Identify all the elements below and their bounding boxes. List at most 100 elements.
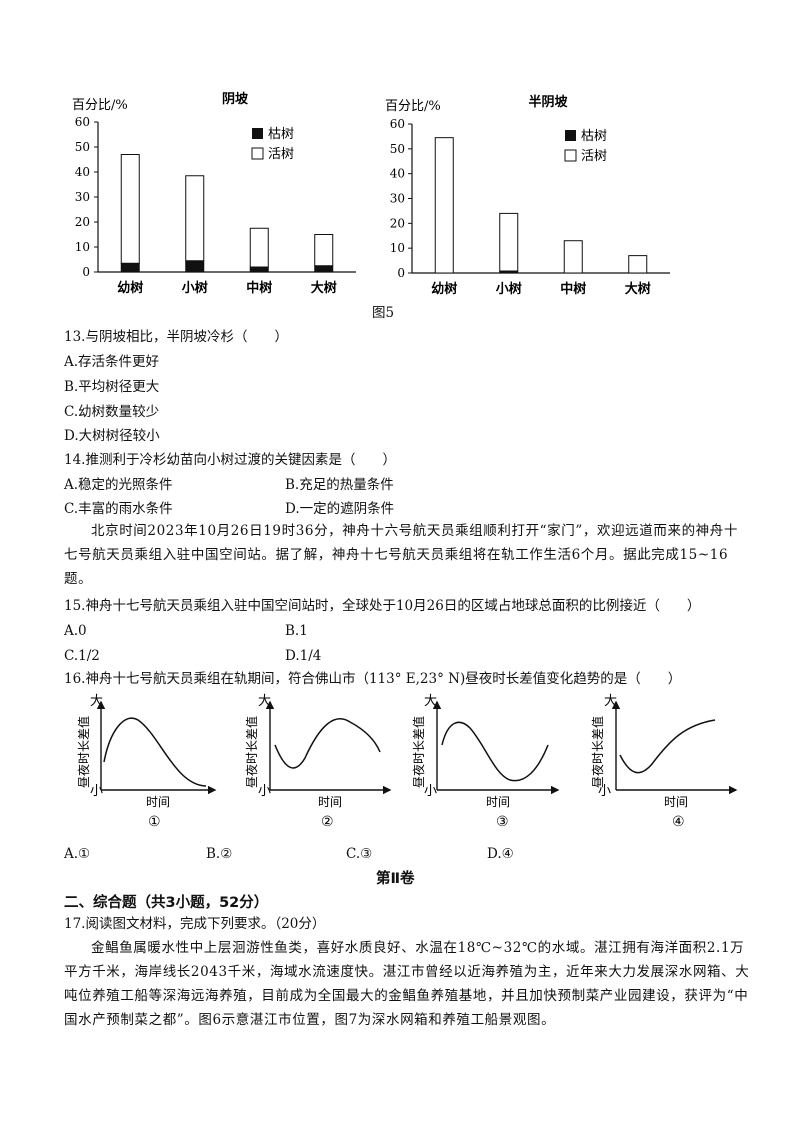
y-axis-label: 昼夜时长差值 (590, 716, 605, 788)
legend-swatch-dead (565, 130, 576, 141)
figure5-caption: 图5 (372, 305, 395, 321)
bar-live-trees (563, 240, 583, 274)
q13-option-d: D.大树树径较小 (64, 428, 160, 444)
y-max-label: 大 (604, 694, 617, 709)
y-tick-label: 0 (82, 265, 90, 279)
q13-option-c: C.幼树数量较少 (64, 404, 160, 420)
y-tick-label: 40 (75, 165, 90, 179)
bar-dead-trees (249, 266, 269, 273)
y-tick-label: 60 (75, 115, 90, 129)
y-max-label: 大 (424, 694, 437, 709)
y-tick-label: 20 (75, 215, 90, 229)
q14-option-b: B.充足的热量条件 (285, 477, 394, 493)
q16-graph-3: 大 小 昼夜时长差值 时间 ③ (411, 694, 560, 830)
y-tick-label: 10 (390, 241, 405, 255)
q16-option-a: A.① (64, 846, 91, 862)
q13-stem: 13.与阴坡相比，半阴坡冷杉（ ） (64, 329, 288, 345)
graph-label: ② (321, 814, 334, 830)
bar-live-trees (120, 154, 140, 264)
q16-graph-1: 大 小 昼夜时长差值 时间 ① (76, 694, 217, 830)
bar-dead-trees (120, 262, 140, 273)
y-min-label: 小 (258, 784, 271, 799)
graph-label: ① (148, 814, 161, 830)
y-tick-label: 10 (75, 240, 90, 254)
bar-live-trees (434, 137, 454, 274)
y-axis-label: 百分比/% (385, 99, 441, 114)
x-tick-label: 小树 (182, 280, 208, 296)
q15-option-b: B.1 (285, 623, 308, 639)
curve (274, 717, 381, 769)
q13-option-b: B.平均树径更大 (64, 379, 160, 395)
y-tick-label: 30 (75, 190, 90, 204)
bars (120, 154, 334, 273)
legend-swatch-alive (564, 149, 577, 162)
q14-option-a: A.稳定的光照条件 (64, 477, 173, 493)
legend-label-dead: 枯树 (581, 129, 607, 144)
x-tick-label: 中树 (560, 281, 586, 297)
chart-title: 阴坡 (222, 91, 249, 107)
y-min-label: 小 (90, 784, 103, 799)
x-tick-label: 中树 (246, 280, 272, 296)
q14-option-d: D.一定的遮阴条件 (285, 501, 395, 517)
y-tick-label: 0 (397, 266, 405, 280)
q16-option-d: D.④ (487, 846, 514, 862)
q13-option-a: A.存活条件更好 (64, 354, 160, 370)
bar-live-trees (499, 212, 519, 272)
legend-swatch-dead (252, 128, 263, 139)
curve (619, 719, 716, 774)
y-axis-label: 昼夜时长差值 (244, 716, 259, 788)
x-axis-label: 时间 (318, 795, 342, 809)
q17-stem: 17.阅读图文材料，完成下列要求。（20分） (64, 916, 326, 932)
y-tick-label: 50 (390, 142, 405, 156)
q17-paragraph: 金鲳鱼属暖水性中上层洄游性鱼类，喜好水质良好、水温在18℃~32℃的水域。湛江拥… (64, 940, 750, 1028)
bars (434, 137, 648, 274)
y-tick-label: 50 (75, 140, 90, 154)
q15-option-c: C.1/2 (64, 648, 100, 664)
bar-dead-trees (314, 265, 334, 273)
y-tick-label: 30 (390, 192, 405, 206)
q14-option-c: C.丰富的雨水条件 (64, 501, 173, 517)
bar-live-trees (185, 175, 205, 262)
q14-stem: 14.推测利于冷杉幼苗向小树过渡的关键因素是（ ） (64, 452, 396, 468)
y-min-label: 小 (598, 784, 611, 799)
x-tick-label: 幼树 (431, 281, 457, 297)
bar-dead-trees (185, 260, 205, 273)
y-axis-label: 昼夜时长差值 (76, 716, 91, 788)
q15-stem: 15.神舟十七号航天员乘组入驻中国空间站时，全球处于10月26日的区域占地球总面… (64, 598, 701, 614)
graph-label: ④ (672, 814, 685, 830)
y-max-label: 大 (258, 694, 271, 709)
x-tick-label: 小树 (496, 281, 522, 297)
y-axis-label: 昼夜时长差值 (411, 716, 426, 788)
q16-graph-4: 大 小 昼夜时长差值 时间 ④ (590, 694, 738, 830)
q16-option-c: C.③ (346, 846, 373, 862)
q16-graph-2: 大 小 昼夜时长差值 时间 ② (244, 694, 392, 830)
q16-graphs: 大 小 昼夜时长差值 时间 ① 大 小 昼夜时长差值 时间 ② 大 小 昼夜时长… (76, 694, 738, 830)
q15-option-a: A.0 (64, 623, 87, 639)
legend-label-alive: 活树 (268, 147, 294, 162)
legend-label-dead: 枯树 (268, 127, 294, 142)
q16-option-b: B.② (206, 846, 233, 862)
part2-title: 二、综合题（共3小题，52分） (64, 895, 269, 911)
legend-label-alive: 活树 (581, 149, 607, 164)
curve (103, 717, 207, 787)
x-tick-label: 大树 (625, 281, 651, 297)
graph-label: ③ (496, 814, 509, 830)
y-ticks: 0 10 20 30 40 50 60 (75, 115, 98, 279)
bar-live-trees (314, 234, 334, 267)
x-axis-label: 时间 (486, 795, 510, 809)
section-title: 第Ⅱ卷 (376, 871, 415, 887)
figure5-charts: 阴坡 百分比/% 0 10 20 30 40 50 60 幼树 小树 中树 大树 枯树 活树 半阴… (72, 91, 670, 297)
y-tick-label: 40 (390, 167, 405, 181)
bar-live-trees (249, 227, 269, 268)
y-min-label: 小 (424, 784, 437, 799)
x-axis-label: 时间 (146, 795, 170, 809)
chart-title: 半阴坡 (528, 94, 568, 110)
x-tick-labels: 幼树 小树 中树 大树 (117, 280, 337, 296)
q16-stem: 16.神舟十七号航天员乘组在轨期间，符合佛山市（113° E,23° N)昼夜时… (64, 671, 682, 687)
x-tick-label: 大树 (311, 280, 337, 296)
q15-option-d: D.1/4 (285, 648, 322, 664)
legend-swatch-alive (251, 147, 264, 160)
curve (441, 721, 549, 782)
y-axis-label: 百分比/% (72, 98, 128, 113)
chart-banyinpo: 半阴坡 百分比/% 0 10 20 30 40 50 60 幼树 小树 中树 大树 枯树 活树 (385, 94, 670, 297)
